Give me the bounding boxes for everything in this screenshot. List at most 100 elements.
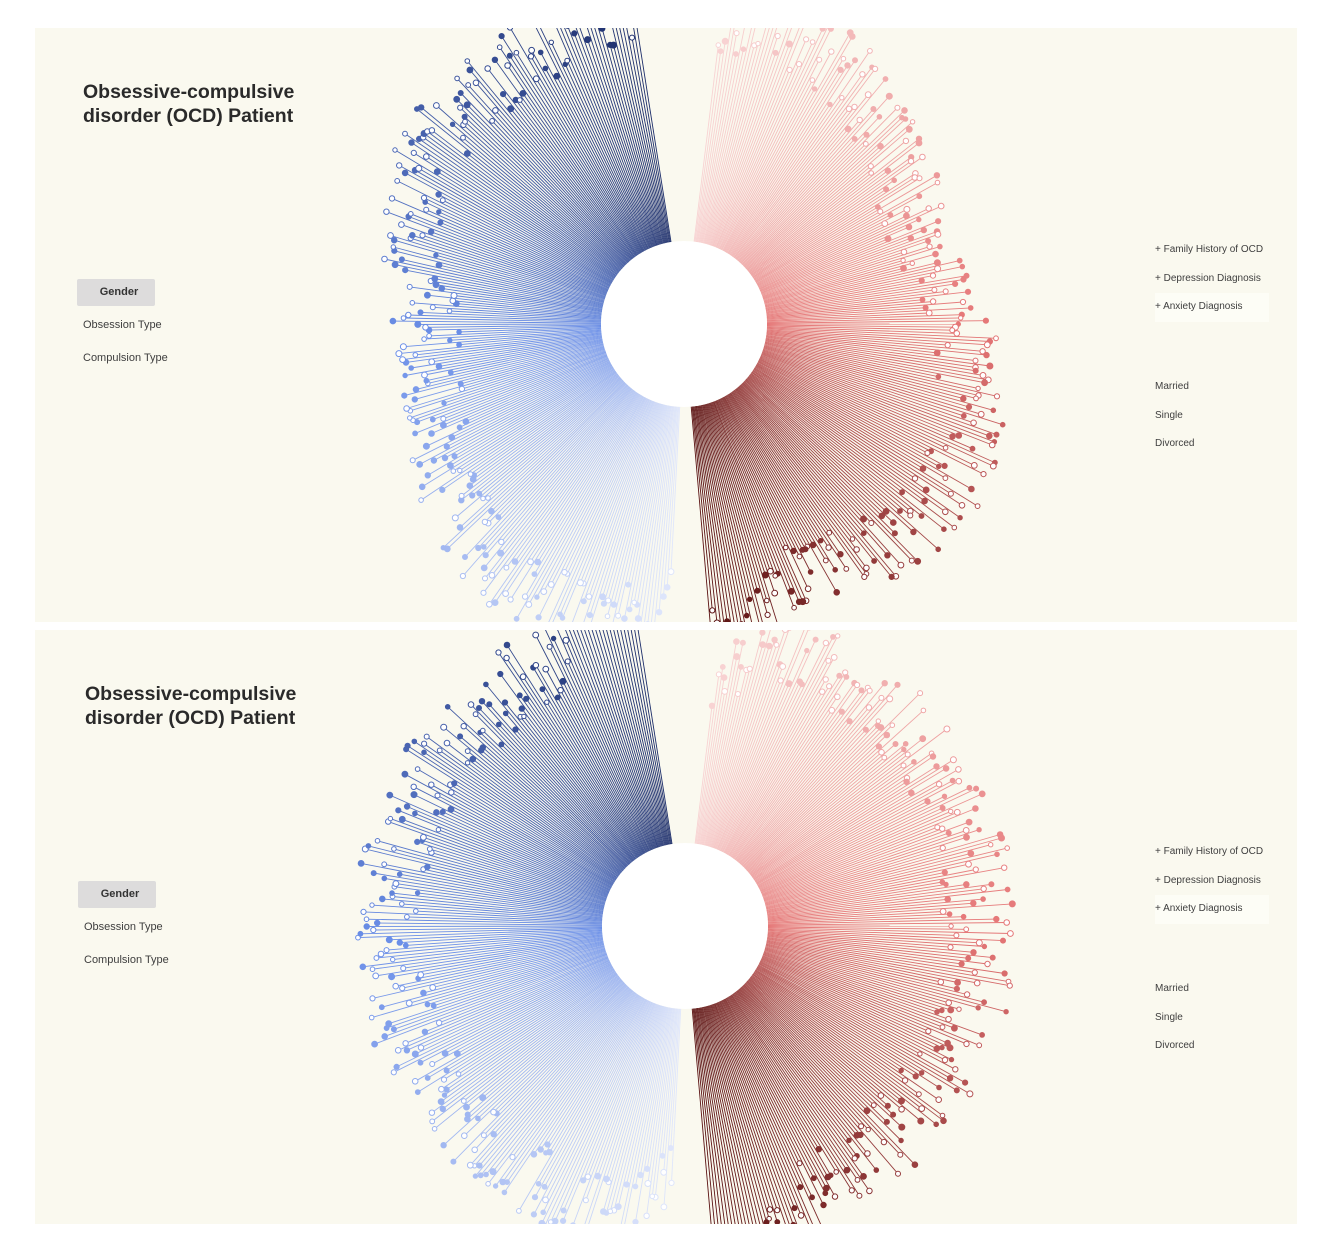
patient-stem — [764, 344, 977, 399]
patient-marker-hollow — [955, 777, 963, 785]
patient-stem — [765, 944, 958, 990]
patient-marker-hollow — [797, 1212, 805, 1219]
patient-stem — [765, 852, 971, 907]
patient-marker-filled — [412, 810, 418, 817]
patient-marker-hollow — [527, 558, 534, 566]
patient-stem — [691, 1008, 712, 1224]
diagnosis-filter-list: + Family History of OCD + Depression Dia… — [1155, 236, 1269, 322]
patient-stem — [700, 1007, 743, 1224]
patient-stem — [746, 377, 901, 512]
center-hole — [602, 843, 768, 1009]
patient-marker-filled — [481, 544, 487, 550]
patient-marker-filled — [830, 634, 836, 640]
patient-stem — [470, 371, 617, 475]
patient-stem — [763, 952, 938, 1013]
patient-marker-filled — [843, 674, 850, 680]
patient-stem — [636, 28, 672, 243]
patient-stem — [754, 367, 978, 507]
patient-stem — [738, 697, 882, 864]
marital-divorced[interactable]: Divorced — [1155, 438, 1195, 449]
patient-marker-hollow — [369, 902, 375, 908]
group-option-gender[interactable]: Gender — [78, 881, 156, 908]
patient-stem — [462, 386, 630, 577]
patient-stem — [753, 972, 939, 1101]
patient-marker-hollow — [929, 298, 937, 305]
group-option-compulsion-type[interactable]: Compulsion Type — [84, 954, 169, 966]
series-0-stems — [357, 630, 682, 1224]
group-option-obsession-type[interactable]: Obsession Type — [84, 921, 163, 933]
filter-depression[interactable]: + Depression Diagnosis — [1155, 272, 1261, 284]
group-option-gender[interactable]: Gender — [77, 279, 155, 306]
patient-stem — [491, 120, 628, 265]
patient-stem — [548, 399, 651, 622]
patient-marker-filled — [765, 642, 773, 650]
patient-stem — [556, 75, 647, 251]
marital-single[interactable]: Single — [1155, 409, 1183, 421]
patient-marker-filled — [435, 191, 442, 198]
patient-stem — [743, 381, 883, 517]
filter-family-history[interactable]: + Family History of OCD — [1155, 244, 1264, 255]
patient-marker-hollow — [980, 885, 987, 892]
patient-marker-filled — [884, 235, 892, 243]
patient-stem — [549, 996, 643, 1153]
patient-stem — [444, 964, 612, 1054]
patient-marker-filled — [844, 125, 852, 133]
patient-marker-hollow — [420, 833, 427, 841]
patient-marker-filled — [440, 1142, 447, 1149]
patient-marker-filled — [448, 434, 456, 441]
patient-marker-hollow — [948, 923, 954, 929]
filter-anxiety[interactable]: + Anxiety Diagnosis — [1155, 895, 1269, 924]
patient-stem — [463, 977, 621, 1102]
patient-marker-hollow — [400, 965, 407, 972]
marital-married[interactable]: Married — [1155, 381, 1189, 392]
patient-stem — [587, 630, 660, 848]
patient-stem — [765, 338, 989, 381]
filter-family-history[interactable]: + Family History of OCD — [1155, 846, 1264, 857]
patient-stem — [758, 800, 928, 889]
patient-marker-hollow — [907, 158, 915, 165]
patient-marker-hollow — [970, 419, 977, 427]
patient-stem — [767, 929, 1004, 942]
patient-stem — [696, 1008, 729, 1224]
patient-stem — [765, 280, 922, 310]
filter-anxiety[interactable]: + Anxiety Diagnosis — [1155, 293, 1269, 322]
group-option-compulsion-type[interactable]: Compulsion Type — [83, 352, 168, 364]
patient-marker-hollow — [993, 335, 999, 342]
marital-married[interactable]: Married — [1155, 983, 1189, 994]
patient-marker-filled — [438, 285, 446, 292]
patient-marker-filled — [989, 954, 996, 961]
patient-stem — [767, 937, 1005, 974]
patient-stem — [536, 396, 646, 598]
patient-marker-filled — [819, 28, 826, 32]
patient-marker-hollow — [942, 475, 949, 482]
patient-stem — [500, 388, 633, 554]
marital-divorced[interactable]: Divorced — [1155, 1040, 1195, 1051]
patient-marker-filled — [965, 818, 973, 826]
patient-marker-filled — [401, 169, 409, 177]
marital-single[interactable]: Single — [1155, 1011, 1183, 1023]
patient-marker-hollow — [615, 612, 622, 619]
patient-marker-hollow — [451, 514, 459, 522]
patient-marker-hollow — [402, 1040, 409, 1047]
series-1-markers — [709, 28, 1006, 622]
patient-stem — [758, 359, 975, 466]
patient-marker-filled — [391, 261, 399, 269]
patient-stem — [613, 44, 665, 244]
patient-stem — [710, 402, 776, 594]
patient-stem — [737, 682, 886, 863]
patient-stem — [617, 404, 667, 616]
group-option-obsession-type[interactable]: Obsession Type — [83, 319, 162, 331]
patient-stem — [747, 165, 872, 271]
patient-stem — [414, 967, 614, 1082]
patient-stem — [706, 1005, 767, 1223]
patient-stem — [745, 378, 939, 550]
patient-stem — [765, 337, 984, 376]
patient-stem — [432, 306, 602, 319]
patient-stem — [478, 707, 629, 867]
patient-marker-hollow — [898, 1106, 905, 1113]
patient-marker-filled — [949, 777, 956, 784]
filter-depression[interactable]: + Depression Diagnosis — [1155, 874, 1261, 886]
patient-marker-filled — [990, 407, 997, 414]
patient-marker-hollow — [392, 880, 400, 888]
patient-stem — [516, 52, 641, 254]
